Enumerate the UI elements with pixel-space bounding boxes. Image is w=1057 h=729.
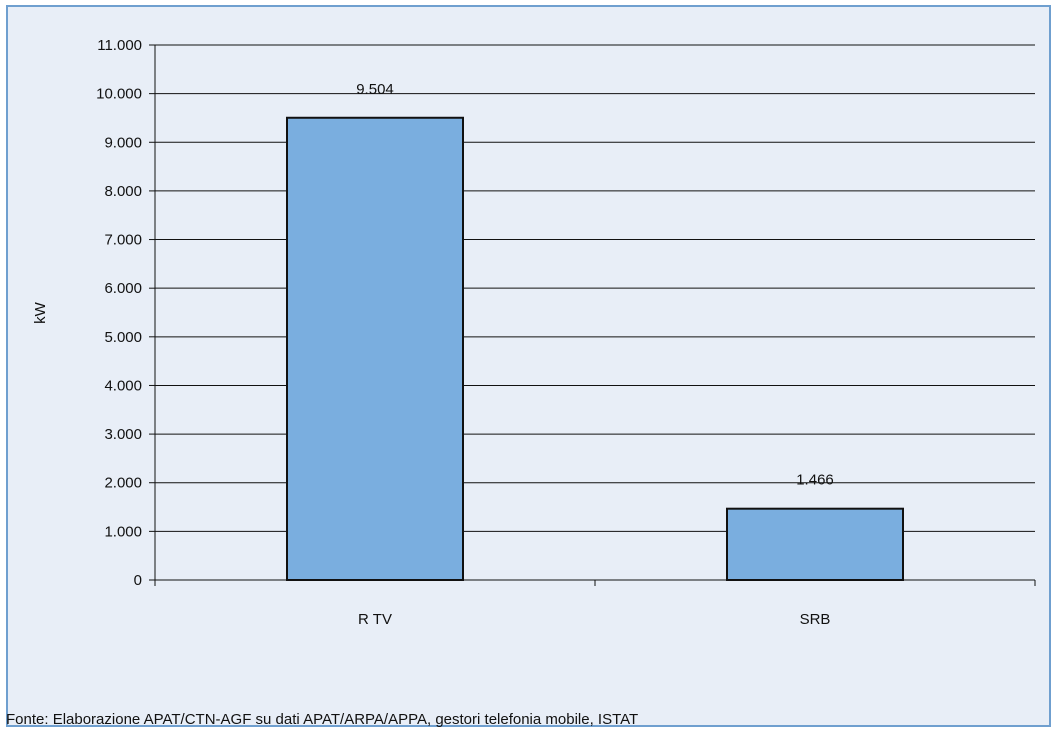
- y-tick-label: 6.000: [104, 280, 142, 297]
- x-tick-label: R TV: [358, 611, 392, 628]
- y-tick-label: 3.000: [104, 426, 142, 443]
- y-tick-label: 7.000: [104, 232, 142, 249]
- source-note: Fonte: Elaborazione APAT/CTN-AGF su dati…: [6, 711, 639, 728]
- data-label: 9.504: [356, 81, 394, 98]
- y-tick-label: 4.000: [104, 377, 142, 394]
- labels: 0 1.000 2.000 3.000 4.000 5.000 6.000 7.000 8.00…: [96, 37, 834, 628]
- y-tick-label: 8.000: [104, 183, 142, 200]
- y-tick-label: 1.000: [104, 523, 142, 540]
- y-tick-label: 5.000: [104, 329, 142, 346]
- y-tick-label: 0: [134, 572, 142, 589]
- y-tick-label: 11.000: [97, 37, 142, 54]
- x-tick-label: SRB: [800, 611, 831, 628]
- y-axis-label: kW: [32, 301, 49, 324]
- axes: [149, 44, 1036, 586]
- bar: [286, 116, 464, 581]
- y-tick-label: 10.000: [96, 86, 142, 103]
- y-tick-label: 2.000: [104, 475, 142, 492]
- bar: [726, 507, 904, 582]
- data-label: 1.466: [796, 472, 834, 489]
- bars: [286, 116, 904, 582]
- y-tick-label: 9.000: [104, 134, 142, 151]
- chart-frame: [6, 5, 1051, 727]
